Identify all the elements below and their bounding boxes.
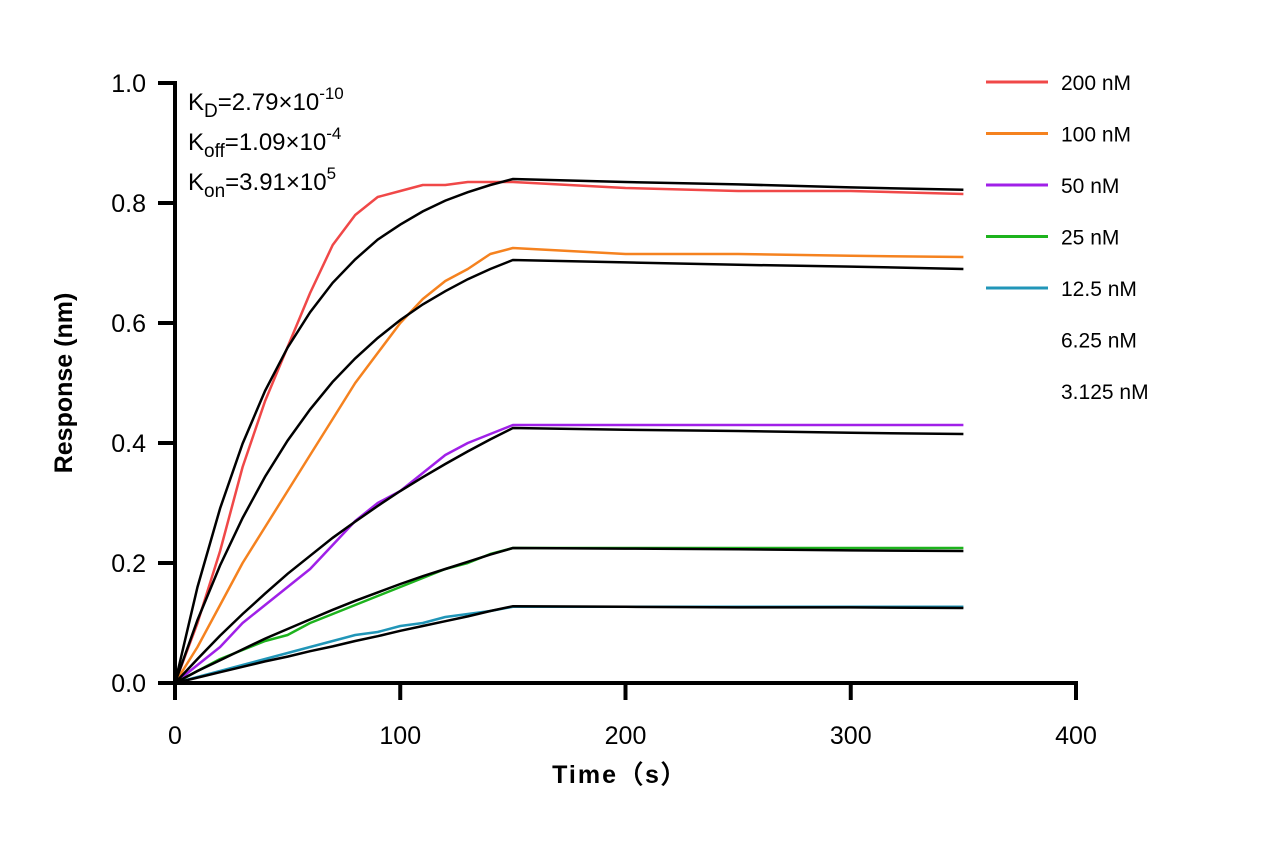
ticks: 0 100 200 300 400 0.0 0.2 0.4 0.6 0.8 1.0 — [111, 70, 1097, 750]
legend-label: 3.125 nM — [1061, 381, 1149, 404]
legend-label: 100 nM — [1061, 124, 1131, 147]
legend-entry: 3.125 nM — [1061, 381, 1149, 404]
legend-entry: 25 nM — [986, 227, 1119, 250]
legend-entry: 200 nM — [986, 72, 1131, 95]
series-line-200-nM — [173, 180, 964, 684]
x-tick-label: 200 — [605, 722, 647, 750]
legend-entry: 100 nM — [986, 124, 1131, 147]
y-tick-label: 0.2 — [111, 550, 146, 578]
plot-area — [173, 177, 964, 685]
series-line-50-nM — [174, 423, 964, 684]
fit-line-25-nM — [174, 546, 964, 685]
x-tick-label: 100 — [379, 722, 421, 750]
fit-line-50-nM — [174, 426, 964, 684]
kinetic-constant: KD=2.79×10-10 — [188, 84, 344, 122]
x-tick-label: 400 — [1055, 722, 1097, 750]
y-tick-label: 0.6 — [111, 310, 146, 338]
y-tick-label: 0.8 — [111, 190, 146, 218]
series-line-12-5-nM — [174, 605, 964, 685]
y-tick-label: 0.4 — [111, 430, 146, 458]
y-tick-label: 1.0 — [111, 70, 146, 98]
legend-entry: 6.25 nM — [1061, 330, 1137, 353]
legend-entry: 12.5 nM — [986, 278, 1137, 301]
y-axis-title: Response (nm) — [50, 293, 78, 474]
legend-label: 200 nM — [1061, 72, 1131, 95]
x-tick-label: 0 — [168, 722, 182, 750]
x-tick-label: 300 — [830, 722, 872, 750]
legend-label: 6.25 nM — [1061, 330, 1137, 353]
fit-line-12-5-nM — [174, 604, 964, 685]
kinetic-constant: Kon=3.91×105 — [188, 164, 336, 202]
legend-label: 12.5 nM — [1061, 278, 1137, 301]
legend-entry: 50 nM — [986, 175, 1119, 198]
x-axis-title: Time（s） — [552, 760, 688, 789]
legend: 200 nM 100 nM 50 nM 25 nM 12.5 nM 6.25 nM 3.12… — [986, 72, 1149, 404]
fit-line-100-nM — [173, 258, 964, 684]
series-line-100-nM — [173, 246, 964, 684]
legend-label: 25 nM — [1061, 227, 1119, 250]
kinetic-constant: Koff=1.09×10-4 — [188, 124, 341, 162]
y-tick-label: 0.0 — [111, 670, 146, 698]
legend-label: 50 nM — [1061, 175, 1119, 198]
fit-line-200-nM — [173, 177, 964, 684]
